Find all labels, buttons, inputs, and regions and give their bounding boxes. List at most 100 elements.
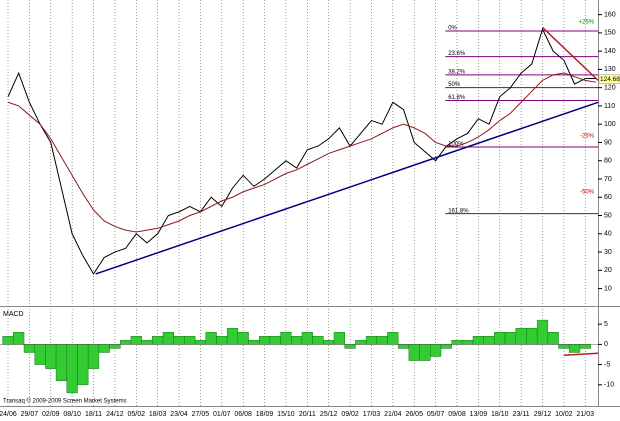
y-tick-label: 160 [604,11,616,18]
macd-bar [45,344,57,369]
macd-bar [462,340,474,345]
macd-bar [109,344,121,349]
x-tick-label: 21/04 [384,411,402,418]
x-tick-label: 27/05 [192,411,210,418]
macd-bar [558,344,570,349]
macd-bar [419,344,431,361]
trendline [95,101,599,275]
x-tick-label: 10/02 [555,411,573,418]
x-tick-label: 09/02 [341,411,359,418]
y-tick-label: 140 [604,48,616,55]
y-tick-label: 20 [604,267,612,274]
macd-bar [87,344,100,369]
macd-bar [162,332,174,345]
macd-bar [365,336,378,345]
x-tick-label: 23/04 [170,411,188,418]
macd-bar [34,344,46,365]
x-tick-label: 29/12 [534,411,552,418]
macd-bar [13,332,25,345]
macd-bar [579,344,591,349]
macd-bar [355,340,367,345]
x-tick-label: 13/09 [470,411,488,418]
pct-label: +25% [578,19,594,25]
x-tick-label: 18/03 [149,411,167,418]
macd-bar [77,344,89,386]
y-tick-label: 0 [604,341,608,348]
x-tick-label: 20/11 [299,411,316,418]
macd-bar [547,332,559,345]
price-line [7,72,597,233]
copyright: Transaq © 2009-2009 Screen Market System… [3,398,127,405]
y-tick-label: 30 [604,249,612,256]
trendline [563,352,599,357]
macd-bar [526,327,538,345]
x-tick-label: 09/08 [448,411,466,418]
macd-bar [226,327,239,345]
macd-bar [344,344,356,349]
macd-bar [430,344,442,357]
macd-bar [397,344,410,349]
y-tick-label: 70 [604,176,612,183]
x-tick-label: 18/10 [491,411,509,418]
macd-bar [152,336,164,345]
macd-bar [312,336,324,345]
macd-bar [2,336,14,345]
y-tick-label: 10 [604,285,612,292]
macd-bar [237,332,249,345]
x-tick-label: 02/09 [42,411,60,418]
x-tick-label: 21/03 [576,411,594,418]
x-tick-label: 26/05 [405,411,423,418]
macd-bar [130,336,142,345]
y-tick-label: 150 [604,30,616,37]
trendline [541,26,599,81]
macd-bar [504,332,517,345]
x-tick-label: 08/10 [63,411,81,418]
macd-bar [173,336,185,345]
fib-label: 50% [448,82,461,88]
price-line [7,27,596,275]
fib-label: 161.8% [448,208,469,214]
macd-bar [258,336,271,345]
macd-bar [387,332,399,345]
fib-label: 100% [448,142,464,148]
macd-bar [98,344,110,353]
pct-label: -50% [580,189,595,195]
macd-bar [333,332,345,345]
macd-bar [269,336,281,345]
macd-bar [301,332,313,345]
x-tick-label: 05/02 [128,411,146,418]
x-tick-label: 06/08 [234,411,252,418]
macd-bar [55,344,68,381]
macd-bar [483,336,495,345]
macd-bar [536,319,549,345]
macd-bar [515,327,527,345]
y-tick-label: 130 [604,66,616,73]
macd-bar [23,344,35,353]
y-tick-label: 90 [604,139,612,146]
x-tick-label: 25/12 [320,411,338,418]
macd-bar [248,340,260,345]
x-tick-label: 29/07 [21,411,39,418]
x-tick-label: 24/12 [106,411,124,418]
macd-bar [451,340,463,345]
macd-bar [280,332,292,345]
x-tick-label: 18/09 [256,411,274,418]
macd-bar [66,344,78,394]
y-tick-label: -5 [604,361,610,368]
macd-bar [568,344,581,353]
macd-bar [323,340,335,345]
x-tick-label: 23/11 [513,411,530,418]
y-tick-label: 120 [604,85,616,92]
macd-bar [119,340,132,345]
x-tick-label: 05/07 [427,411,445,418]
macd-title: MACD [3,311,24,318]
y-tick-label: 100 [604,121,616,128]
x-tick-label: 15/10 [277,411,295,418]
macd-bar [205,332,217,345]
macd-bar [494,332,506,345]
pct-label: -25% [580,134,595,140]
x-tick-label: 24/06 [0,411,17,418]
fib-label: 0% [448,26,457,32]
x-tick-label: 01/07 [213,411,231,418]
macd-bar [408,344,420,361]
